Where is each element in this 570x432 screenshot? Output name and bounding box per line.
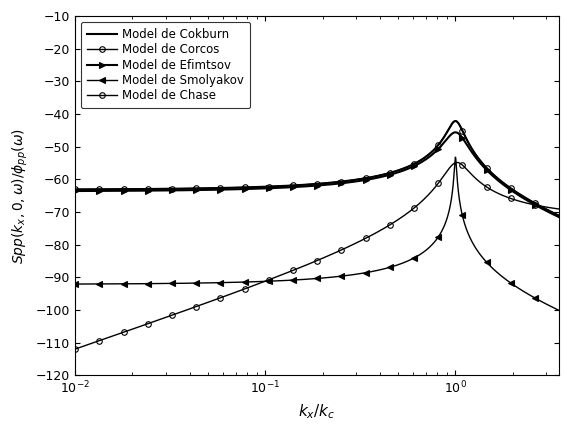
Model de Corcos [556, 213, 563, 218]
Model de Corcos [542, 206, 548, 211]
Model de Efimtsov [307, 184, 314, 189]
Model de Smolyakov [542, 301, 548, 306]
Model de Efimtsov [96, 188, 103, 194]
Model de Smolyakov [307, 276, 314, 282]
Model de Efimtsov [294, 184, 301, 190]
Model de Chase [556, 206, 563, 212]
Line: Model de Efimtsov: Model de Efimtsov [72, 129, 563, 221]
Model de Cokburn [96, 187, 103, 192]
Y-axis label: $Spp(k_x,0,\omega)/\phi_{pp}(\omega)$: $Spp(k_x,0,\omega)/\phi_{pp}(\omega)$ [11, 128, 30, 264]
Model de Corcos [294, 183, 301, 188]
Model de Chase [454, 160, 461, 165]
Model de Cokburn [453, 119, 460, 124]
Model de Cokburn [72, 187, 79, 192]
Model de Cokburn [542, 206, 548, 211]
Model de Smolyakov [72, 282, 79, 287]
X-axis label: $k_x/k_c$: $k_x/k_c$ [299, 402, 336, 421]
Model de Chase [542, 204, 548, 210]
Model de Cokburn [307, 182, 314, 187]
Model de Chase [542, 204, 548, 210]
Model de Corcos [452, 118, 459, 124]
Legend: Model de Cokburn, Model de Corcos, Model de Efimtsov, Model de Smolyakov, Model : Model de Cokburn, Model de Corcos, Model… [81, 22, 250, 108]
Line: Model de Corcos: Model de Corcos [72, 118, 561, 218]
Model de Smolyakov [294, 277, 301, 283]
Model de Chase [453, 160, 459, 165]
Model de Corcos [96, 187, 103, 192]
Model de Efimtsov [452, 130, 459, 135]
Model de Efimtsov [542, 208, 548, 213]
Line: Model de Cokburn: Model de Cokburn [75, 121, 559, 216]
Model de Cokburn [294, 183, 301, 188]
Model de Smolyakov [452, 155, 459, 160]
Model de Smolyakov [96, 281, 103, 286]
Model de Smolyakov [453, 163, 460, 168]
Model de Corcos [453, 119, 460, 124]
Model de Cokburn [556, 213, 563, 218]
Line: Model de Smolyakov: Model de Smolyakov [72, 155, 561, 313]
Model de Efimtsov [72, 188, 79, 194]
Model de Chase [72, 346, 79, 352]
Model de Corcos [307, 182, 314, 187]
Model de Efimtsov [542, 207, 548, 213]
Model de Smolyakov [556, 308, 563, 313]
Model de Cokburn [452, 118, 459, 124]
Model de Chase [96, 338, 103, 343]
Model de Chase [294, 266, 301, 271]
Model de Efimtsov [453, 130, 460, 135]
Model de Corcos [72, 187, 79, 192]
Model de Efimtsov [556, 215, 563, 220]
Line: Model de Chase: Model de Chase [72, 160, 561, 352]
Model de Chase [307, 261, 314, 266]
Model de Corcos [542, 206, 548, 211]
Model de Smolyakov [542, 301, 548, 306]
Model de Cokburn [542, 206, 548, 211]
